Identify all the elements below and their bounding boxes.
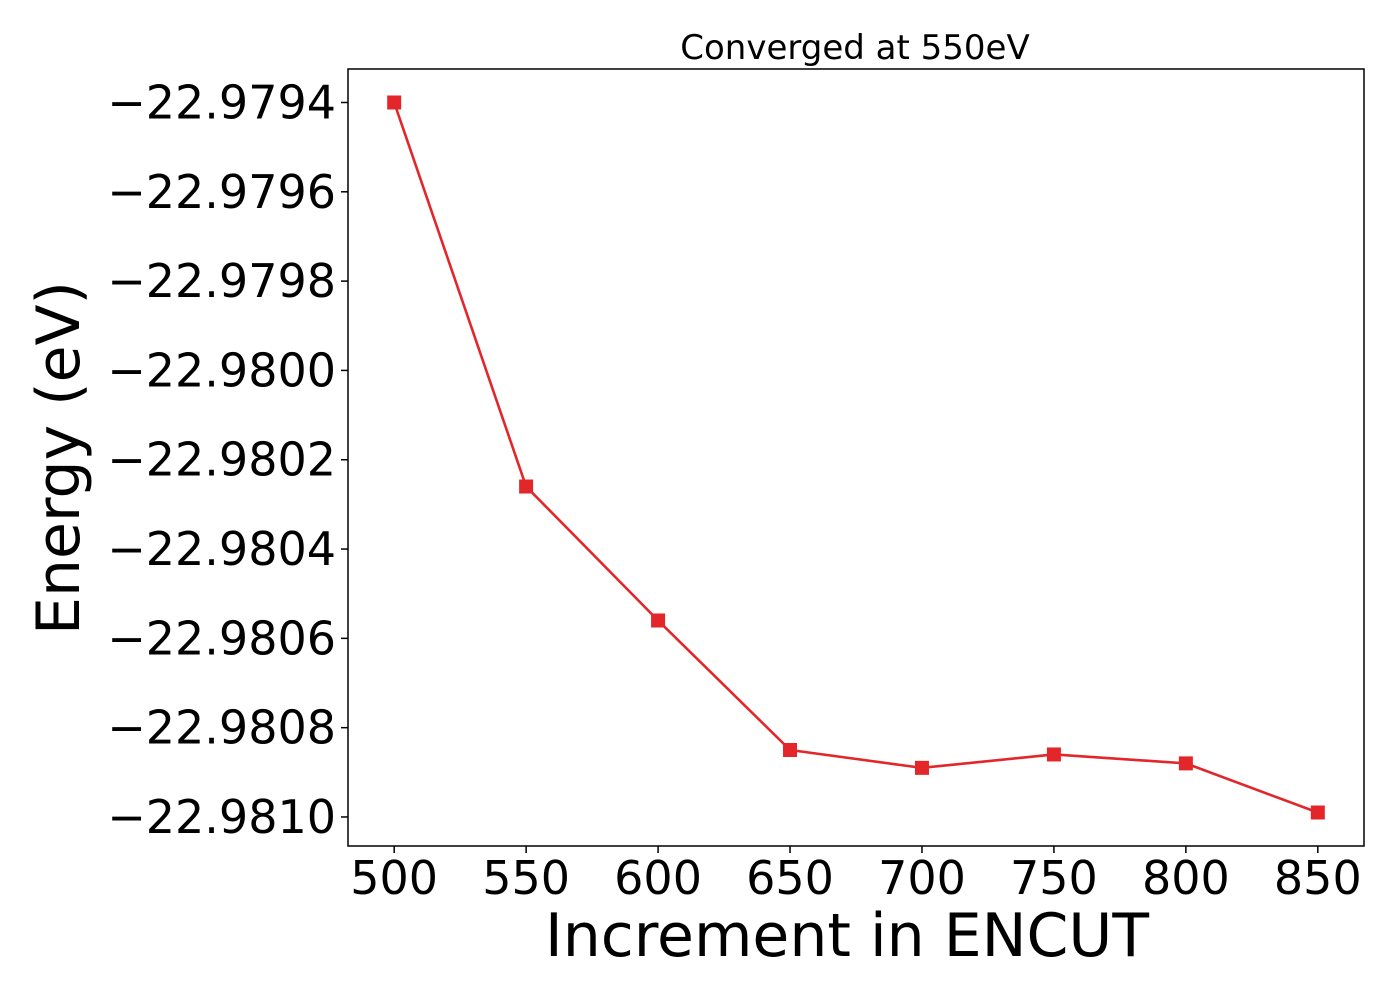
data-point-marker — [1046, 747, 1061, 762]
y-tick-label: −22.9806 — [107, 611, 336, 665]
data-point-marker — [1178, 756, 1193, 771]
y-axis-label: Energy (eV) — [24, 281, 94, 635]
y-axis-ticks: −22.9794 −22.9796 −22.9798 −22.9800 −22.9802… — [107, 75, 348, 844]
series-line — [392, 102, 1319, 814]
data-point-marker — [783, 742, 798, 757]
x-axis-ticks: 500 550 600 650 700 750 800 850 — [350, 846, 1362, 905]
data-point-marker — [914, 760, 929, 775]
chart-title: Converged at 550eV — [680, 28, 1029, 68]
x-tick-label: 800 — [1142, 851, 1230, 905]
x-tick-label: 500 — [350, 851, 438, 905]
x-tick-label: 700 — [878, 851, 966, 905]
data-point-marker — [519, 479, 534, 494]
data-point-marker — [1310, 805, 1325, 820]
x-tick-label: 650 — [746, 851, 834, 905]
data-point-marker — [387, 95, 402, 110]
x-axis-label: Increment in ENCUT — [545, 901, 1149, 971]
y-tick-label: −22.9804 — [107, 522, 336, 576]
y-tick-label: −22.9800 — [107, 343, 336, 397]
y-tick-label: −22.9810 — [107, 790, 336, 844]
y-tick-label: −22.9796 — [107, 165, 336, 219]
y-tick-label: −22.9798 — [107, 254, 336, 308]
series-layer — [387, 95, 1325, 820]
x-tick-label: 600 — [614, 851, 702, 905]
y-tick-label: −22.9794 — [107, 75, 336, 129]
x-tick-label: 750 — [1010, 851, 1098, 905]
x-tick-label: 850 — [1274, 851, 1362, 905]
plot-frame — [347, 68, 1365, 847]
x-tick-label: 550 — [482, 851, 570, 905]
y-tick-label: −22.9808 — [107, 701, 336, 755]
plot-area — [347, 68, 1365, 847]
data-point-marker — [651, 613, 666, 628]
y-tick-label: −22.9802 — [107, 433, 336, 487]
